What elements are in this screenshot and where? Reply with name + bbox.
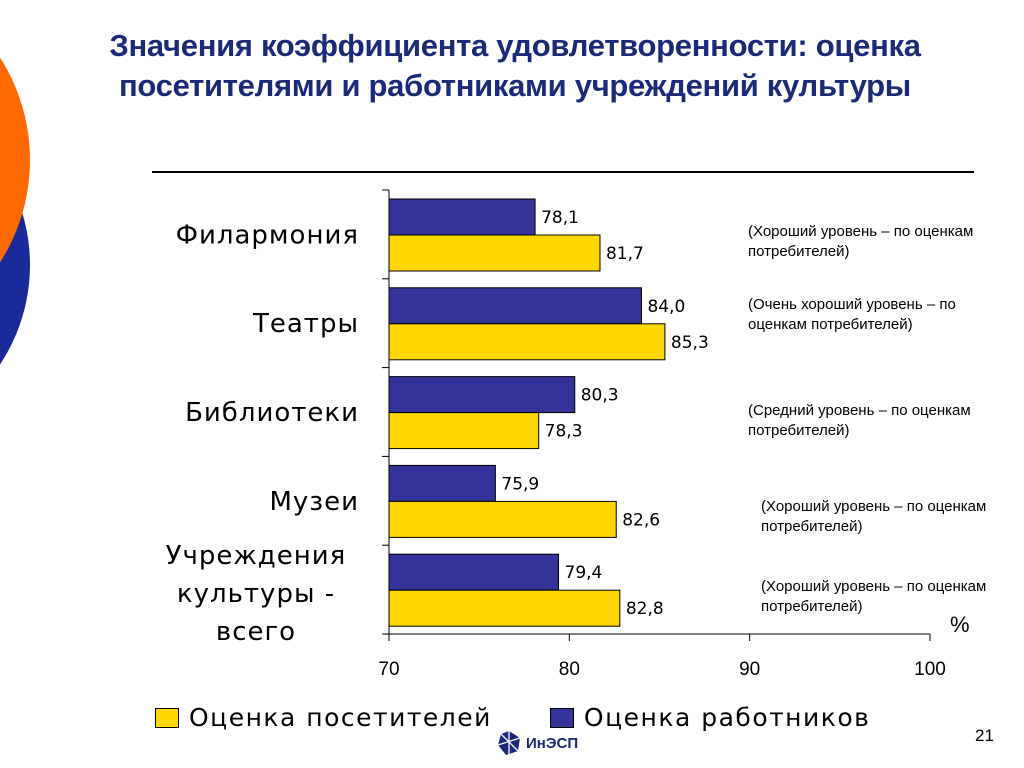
bar-workers	[388, 198, 536, 236]
bar-visitors	[388, 234, 601, 272]
category-label: Учреждения культуры -всего	[166, 541, 347, 647]
value-label-visitors: 82,8	[626, 599, 664, 619]
bar-workers	[388, 464, 496, 502]
bar-workers	[388, 287, 642, 325]
page-number: 21	[975, 726, 994, 745]
annotation-4: (Хороший уровень – по оценкам потребител…	[761, 578, 987, 615]
annotation-2: (Средний уровень – по оценкам потребител…	[748, 402, 971, 439]
x-tick-label: 70	[378, 659, 399, 680]
bar-workers	[388, 553, 560, 591]
category-label: Библиотеки	[185, 398, 359, 428]
unit-label: %	[950, 612, 970, 637]
x-tick-label: 90	[739, 659, 760, 680]
legend-swatch-workers	[549, 707, 574, 728]
logo-text: ИнЭСП	[526, 734, 579, 752]
chart-legend: Оценка посетителей Оценка работников	[155, 703, 870, 732]
value-label-workers: 80,3	[581, 386, 619, 406]
value-label-workers: 79,4	[565, 563, 603, 583]
annotation-0: (Хороший уровень – по оценкам потребител…	[748, 223, 974, 260]
legend-item-workers: Оценка работников	[549, 703, 871, 732]
legend-item-visitors: Оценка посетителей	[155, 703, 492, 732]
annotation-3: (Хороший уровень – по оценкам потребител…	[761, 498, 987, 535]
category-label: Филармония	[176, 220, 359, 250]
category-label: Театры	[252, 309, 359, 339]
value-label-visitors: 78,3	[545, 422, 583, 442]
bar-visitors	[388, 500, 617, 538]
title-divider	[152, 171, 974, 173]
value-label-visitors: 85,3	[671, 333, 709, 353]
x-tick-label: 100	[914, 659, 946, 680]
annotation-1: (Очень хороший уровень – по оценкам потр…	[748, 296, 956, 333]
decorative-circles	[0, 57, 30, 365]
slide-title: Значения коэффициента удовлетворенности:…	[109, 28, 921, 103]
logo-mark-icon	[497, 731, 521, 755]
logo: ИнЭСП	[496, 730, 578, 756]
bar-workers	[388, 376, 576, 414]
bar-visitors	[388, 589, 621, 627]
value-label-workers: 78,1	[541, 208, 579, 228]
legend-swatch-visitors	[155, 707, 179, 728]
bar-visitors	[388, 323, 666, 361]
bar-chart: 70 80 90 100 78,1 81,7 Филармония 84,0 85,3 Театр…	[166, 189, 946, 680]
value-label-workers: 84,0	[647, 297, 685, 317]
value-label-visitors: 81,7	[606, 244, 644, 264]
value-label-visitors: 82,6	[622, 510, 660, 530]
value-label-workers: 75,9	[501, 474, 539, 494]
category-label: Музеи	[269, 487, 359, 517]
bar-visitors	[388, 412, 540, 450]
x-tick-label: 80	[559, 659, 580, 680]
legend-label-visitors: Оценка посетителей	[189, 703, 492, 732]
legend-label-workers: Оценка работников	[583, 703, 871, 732]
